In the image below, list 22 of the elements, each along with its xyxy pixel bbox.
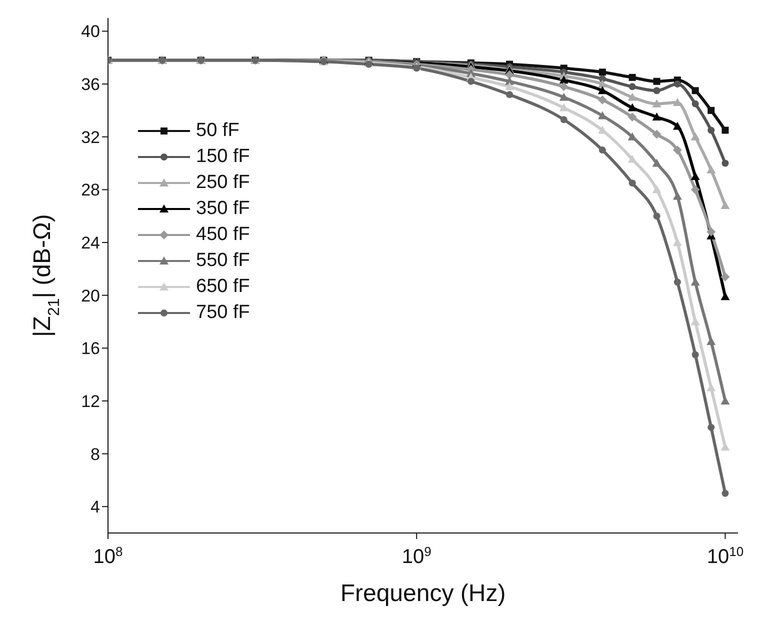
y-tick-label: 24 (81, 234, 100, 253)
legend-label: 450 fF (196, 224, 250, 246)
legend-label: 550 fF (196, 250, 250, 272)
x-axis-title: Frequency (Hz) (340, 580, 506, 607)
x-tick-label: 10$^{10}$ (706, 544, 744, 568)
y-tick-label: 32 (81, 128, 100, 147)
x-tick-label: 10$^{8}$ (93, 544, 123, 568)
legend-label: 50 fF (196, 120, 240, 142)
y-tick-label: 20 (81, 286, 100, 306)
y-tick-label: 28 (81, 180, 100, 200)
y-tick-label: 40 (81, 22, 100, 42)
y-tick-label: 12 (81, 392, 100, 411)
legend-label: 150 fF (196, 146, 250, 168)
x-tick-label: 10$^{9}$ (402, 544, 432, 568)
y-tick-label: 4 (90, 498, 100, 517)
y-tick-label: 36 (81, 75, 100, 94)
legend-label: 650 fF (196, 276, 250, 298)
y-tick-label: 8 (90, 444, 100, 464)
y-tick-label: 16 (81, 339, 100, 358)
legend-label: 350 fF (196, 198, 250, 220)
legend-label: 250 fF (196, 172, 250, 194)
legend-label: 750 fF (196, 302, 250, 324)
